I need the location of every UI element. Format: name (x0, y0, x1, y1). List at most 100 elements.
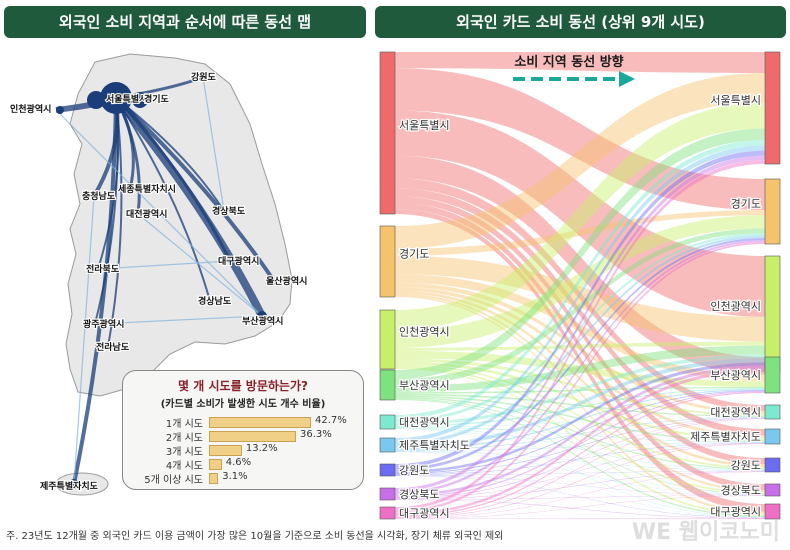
inset-bar (209, 417, 311, 428)
sankey-link (395, 145, 765, 442)
sankey-link (395, 388, 765, 427)
inset-bar-value: 36.3% (300, 429, 332, 440)
sankey-node-label: 경상북도 (399, 488, 439, 501)
sankey-link (395, 209, 765, 512)
sankey-link (395, 390, 765, 498)
sankey-link (395, 140, 765, 420)
inset-subtitle: (카드별 소비가 발생한 시도 개수 비율) (160, 399, 326, 410)
sankey-link (395, 395, 765, 442)
region-label: 광주광역시 (83, 318, 124, 330)
region-label: 제주특별자치도 (40, 480, 99, 492)
flow-direction-label: 소비 지역 동선 방향 (514, 54, 623, 70)
sankey-link (395, 475, 765, 518)
region-label: 경상북도 (212, 205, 246, 217)
sankey-link (395, 399, 765, 517)
sankey-node (379, 369, 396, 401)
sankey-link (395, 442, 765, 476)
inset-bar-value: 4.6% (225, 457, 252, 468)
sankey-node (764, 51, 781, 165)
sankey-node (379, 309, 396, 370)
sankey-link (395, 358, 765, 416)
sankey-link (395, 110, 765, 317)
region-label: 대전광역시 (126, 208, 167, 220)
sankey-link (395, 368, 765, 516)
sankey-link (395, 341, 765, 351)
sankey-node-label: 인천광역시 (399, 325, 450, 339)
inset-bar (209, 431, 296, 442)
sankey-link (395, 354, 765, 426)
sankey-node-label: 경기도 (731, 198, 761, 211)
sankey-link (395, 255, 765, 342)
sankey-link (395, 471, 765, 519)
hub-node (56, 106, 64, 114)
region-label: 울산광역시 (266, 275, 307, 287)
sankey-link (395, 443, 765, 518)
inset-bars: 1개 시도 42.7% 2개 시도 36.3% 3개 시도 13.2% 4개 시도 4.6% 5… (123, 415, 363, 486)
sankey-link (395, 240, 765, 494)
sankey-node-label: 대전광역시 (399, 416, 450, 429)
region-label: 서울특별시 (106, 93, 147, 105)
inset-bar (209, 445, 242, 456)
region-label: 충청남도 (82, 190, 116, 202)
inset-bar-value: 13.2% (245, 443, 278, 454)
sankey-link (395, 365, 765, 497)
korea-mainland (65, 53, 293, 397)
flow-line-minor (73, 195, 95, 485)
region-label: 전라남도 (96, 341, 130, 353)
inset-bar-row: 3개 시도 13.2% (123, 443, 363, 458)
sankey-node (764, 356, 781, 394)
sankey-link (395, 398, 765, 495)
flow-line-minor (55, 109, 263, 317)
sankey-link (395, 495, 765, 519)
footnote: 주. 23년도 12개월 중 외국인 카드 이용 금액이 가장 많은 10월을 … (6, 531, 504, 542)
flow-line-minor (94, 315, 263, 325)
inset-bar-label: 3개 시도 (165, 447, 203, 458)
sankey-link (395, 155, 765, 375)
arrow-head-icon (619, 71, 635, 87)
sankey-node (764, 457, 781, 473)
sankey-link (395, 417, 765, 451)
sankey-node-label: 경기도 (399, 248, 429, 261)
sankey-link (395, 159, 765, 511)
sankey-link (395, 418, 765, 499)
sankey-link (395, 293, 765, 492)
sankey-link (395, 366, 765, 494)
inset-bar-label: 2개 시도 (165, 433, 203, 444)
sankey-link (395, 178, 765, 412)
sankey-node-label: 강원도 (731, 459, 761, 472)
watermark: WE 웹이코노미 (631, 520, 780, 545)
jeju-island (55, 472, 109, 496)
sankey-link (395, 358, 765, 449)
sankey-node-label: 대구광역시 (399, 507, 450, 520)
sankey-link (395, 451, 765, 471)
sankey-link (395, 345, 765, 393)
sankey-link (395, 242, 765, 513)
region-label: 인천광역시 (10, 103, 51, 115)
sankey-link (395, 428, 765, 495)
inset-bar-row: 5개 이상 시도 3.1% (123, 471, 363, 486)
sankey-chart: 서울특별시경기도인천광역시부산광역시대전광역시제주특별자치도강원도경상북도대구광… (379, 51, 781, 521)
sankey-link (395, 202, 765, 491)
sankey-link (395, 102, 765, 331)
sankey-link (395, 427, 765, 471)
inset-bar-value: 42.7% (315, 415, 347, 426)
sankey-link (395, 416, 765, 428)
sankey-node-label: 서울특별시 (399, 119, 450, 132)
sankey-link (395, 361, 765, 441)
sankey-node-label: 대전광역시 (710, 406, 761, 419)
sankey-link (395, 393, 765, 417)
sankey-node (764, 178, 781, 245)
hub-node (257, 311, 267, 321)
sankey-link (395, 518, 765, 519)
region-label: 경상남도 (198, 295, 232, 307)
flow-line (107, 97, 123, 348)
sankey-link (395, 150, 765, 468)
flow-line-minor (97, 260, 231, 270)
sankey-link (395, 442, 765, 452)
sankey-link (395, 428, 765, 518)
sankey-link (395, 155, 765, 492)
sankey-link (395, 367, 765, 516)
region-label: 부산광역시 (242, 315, 283, 327)
sankey-link (395, 386, 765, 394)
sankey-link (395, 233, 765, 423)
